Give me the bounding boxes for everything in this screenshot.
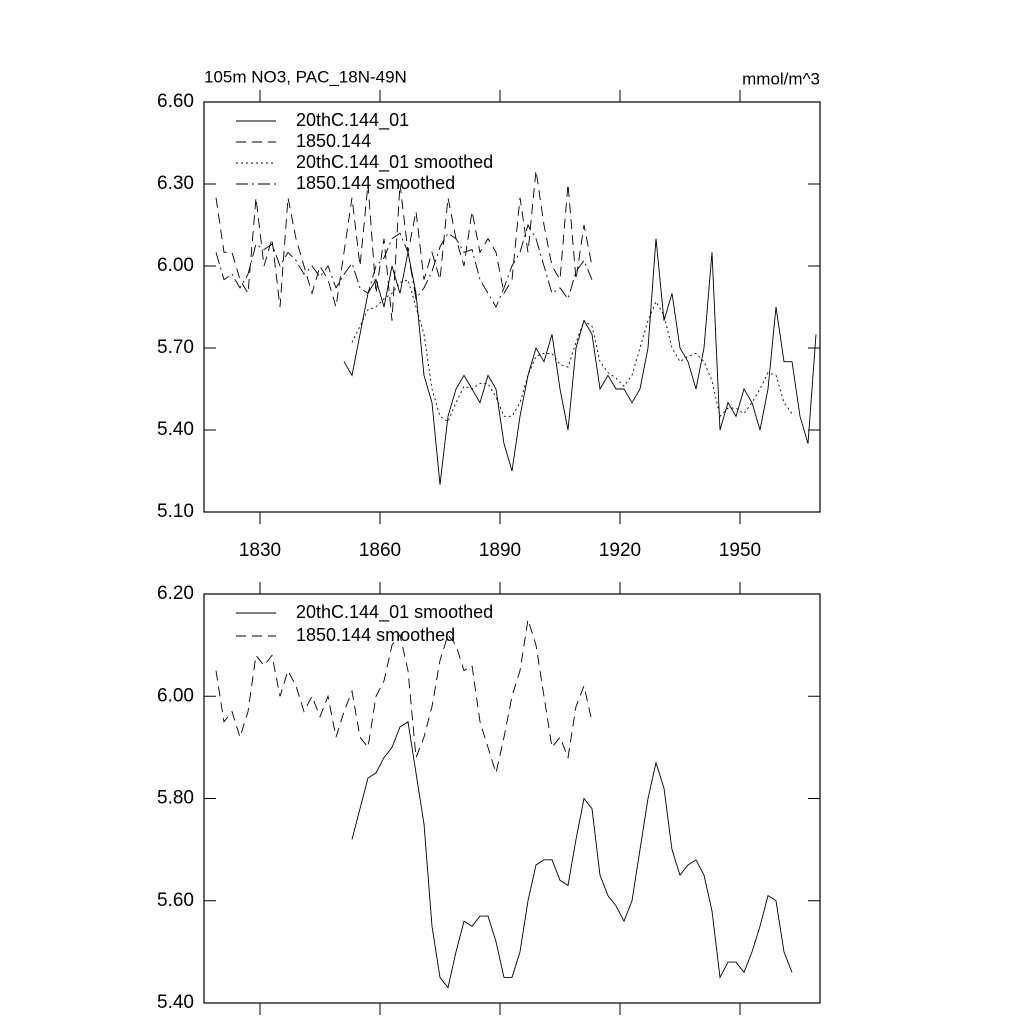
data-line xyxy=(351,279,793,423)
data-line xyxy=(343,238,817,485)
data-line xyxy=(215,619,593,775)
units-label: mmol/m^3 xyxy=(742,69,820,88)
y-tick-label: 6.60 xyxy=(157,91,194,112)
plot-frame xyxy=(203,593,821,1004)
y-tick-label: 5.40 xyxy=(157,419,194,440)
y-tick-label: 6.00 xyxy=(157,255,194,276)
y-tick-label: 6.00 xyxy=(157,685,194,706)
data-line xyxy=(215,223,593,309)
x-tick-label: 1950 xyxy=(719,540,761,561)
x-tick-label: 1860 xyxy=(359,540,401,561)
y-tick-label: 5.40 xyxy=(157,992,194,1013)
y-tick-label: 6.20 xyxy=(157,583,194,604)
legend-label: 20thC.144_01 smoothed xyxy=(296,602,493,623)
legend-label: 1850.144 smoothed xyxy=(296,625,455,645)
data-line xyxy=(215,170,593,321)
y-tick-label: 6.30 xyxy=(157,173,194,194)
y-tick-label: 5.10 xyxy=(157,501,194,522)
legend-label: 1850.144 xyxy=(296,131,371,151)
legend-label: 1850.144 smoothed xyxy=(296,173,455,193)
x-tick-label: 1830 xyxy=(239,540,281,561)
x-tick-label: 1920 xyxy=(599,540,641,561)
y-tick-label: 5.80 xyxy=(157,788,194,809)
legend-label: 20thC.144_01 smoothed xyxy=(296,152,493,173)
y-tick-label: 5.70 xyxy=(157,337,194,358)
x-tick-label: 1890 xyxy=(479,540,521,561)
chart-title: 105m NO3, PAC_18N-49N xyxy=(204,67,407,86)
plot-frame xyxy=(203,101,821,513)
legend-label: 20thC.144_01 xyxy=(296,110,409,131)
y-tick-label: 5.60 xyxy=(157,890,194,911)
data-line xyxy=(351,721,793,989)
